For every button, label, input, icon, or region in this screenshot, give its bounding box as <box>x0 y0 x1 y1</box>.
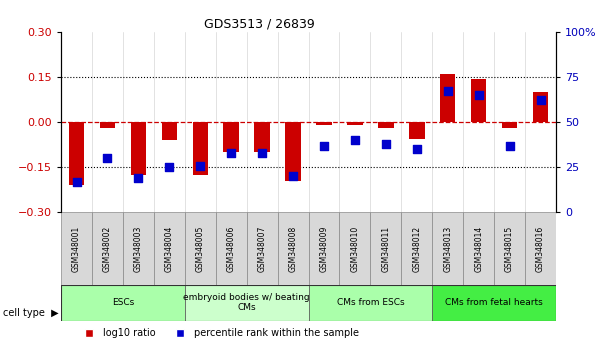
Point <box>536 98 546 103</box>
Point <box>71 179 81 184</box>
Text: ESCs: ESCs <box>112 298 134 307</box>
Point <box>134 175 144 181</box>
Bar <box>285 122 301 181</box>
Text: GSM348006: GSM348006 <box>227 225 236 272</box>
Point <box>226 150 236 156</box>
Point <box>164 165 174 170</box>
Bar <box>370 212 401 285</box>
Text: CMs from ESCs: CMs from ESCs <box>337 298 404 307</box>
Bar <box>247 212 277 285</box>
Bar <box>100 122 115 128</box>
Text: GSM348001: GSM348001 <box>72 225 81 272</box>
Point <box>288 173 298 179</box>
Text: GSM348011: GSM348011 <box>381 225 390 272</box>
Text: GSM348002: GSM348002 <box>103 225 112 272</box>
Point <box>350 137 360 143</box>
Bar <box>502 122 518 128</box>
Text: cell type  ▶: cell type ▶ <box>3 308 59 318</box>
Bar <box>185 285 309 321</box>
Point <box>319 143 329 148</box>
Text: GSM348008: GSM348008 <box>288 225 298 272</box>
Bar <box>92 212 123 285</box>
Bar <box>340 212 370 285</box>
Bar <box>378 122 393 128</box>
Bar <box>216 212 247 285</box>
Bar <box>525 212 556 285</box>
Bar <box>61 285 185 321</box>
Bar <box>433 212 463 285</box>
Point <box>381 141 391 147</box>
Bar <box>463 212 494 285</box>
Text: GSM348010: GSM348010 <box>351 225 359 272</box>
Text: GSM348003: GSM348003 <box>134 225 143 272</box>
Bar <box>409 122 425 139</box>
Bar <box>69 122 84 185</box>
Bar <box>309 285 433 321</box>
Title: GDS3513 / 26839: GDS3513 / 26839 <box>203 18 315 31</box>
Bar <box>277 212 309 285</box>
Point <box>505 143 514 148</box>
Bar <box>162 122 177 140</box>
Text: embryoid bodies w/ beating
CMs: embryoid bodies w/ beating CMs <box>183 293 310 313</box>
Bar <box>471 79 486 122</box>
Text: GSM348005: GSM348005 <box>196 225 205 272</box>
Bar <box>192 122 208 175</box>
Bar <box>154 212 185 285</box>
Bar <box>433 285 556 321</box>
Point <box>443 88 453 94</box>
Bar <box>224 122 239 152</box>
Text: GSM348013: GSM348013 <box>443 225 452 272</box>
Bar <box>401 212 433 285</box>
Legend: log10 ratio, percentile rank within the sample: log10 ratio, percentile rank within the … <box>76 324 362 342</box>
Bar <box>123 212 154 285</box>
Bar <box>347 122 363 125</box>
Point <box>257 150 267 156</box>
Bar <box>316 122 332 125</box>
Point <box>412 147 422 152</box>
Text: GSM348012: GSM348012 <box>412 225 422 272</box>
Text: GSM348009: GSM348009 <box>320 225 329 272</box>
Text: GSM348016: GSM348016 <box>536 225 545 272</box>
Text: GSM348007: GSM348007 <box>258 225 266 272</box>
Text: GSM348015: GSM348015 <box>505 225 514 272</box>
Text: CMs from fetal hearts: CMs from fetal hearts <box>445 298 543 307</box>
Bar <box>61 212 92 285</box>
Text: GSM348004: GSM348004 <box>165 225 174 272</box>
Bar <box>494 212 525 285</box>
Bar <box>533 92 548 122</box>
Bar <box>131 122 146 175</box>
Point <box>196 163 205 169</box>
Bar <box>185 212 216 285</box>
Bar <box>309 212 340 285</box>
Bar <box>440 74 455 122</box>
Point <box>103 155 112 161</box>
Point <box>474 92 483 98</box>
Text: GSM348014: GSM348014 <box>474 225 483 272</box>
Bar <box>254 122 270 152</box>
